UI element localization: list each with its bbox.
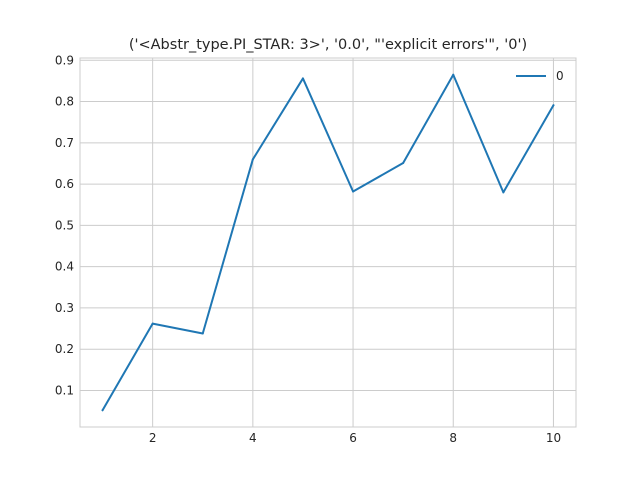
data-point [402,162,405,165]
legend: 0 [516,69,564,83]
y-tick-label: 0.6 [55,177,74,191]
data-point [101,409,104,412]
y-tick-label: 0.5 [55,218,74,232]
chart-title: ('<Abstr_type.PI_STAR: 3>', '0.0', "'exp… [129,37,527,53]
data-point [352,190,355,193]
data-point [251,158,254,161]
plot-area [80,58,576,427]
series-line [101,73,555,412]
y-tick-label: 0.3 [55,301,74,315]
x-tick-label: 4 [249,431,257,445]
y-tick-label: 0.1 [55,383,74,397]
y-tick-label: 0.2 [55,342,74,356]
x-tick-label: 6 [349,431,357,445]
data-point [502,191,505,194]
data-point [151,322,154,325]
x-tick-label: 2 [149,431,157,445]
x-tick-label: 8 [449,431,457,445]
y-tick-label: 0.4 [55,260,74,274]
data-point [301,77,304,80]
x-tick-label: 10 [546,431,561,445]
data-point [452,73,455,76]
legend-label: 0 [556,69,564,83]
y-tick-label: 0.8 [55,95,74,109]
data-point [552,104,555,107]
plot-frame [79,57,577,428]
grid [80,58,576,427]
data-point [201,332,204,335]
series-group [101,73,555,412]
y-tick-label: 0.7 [55,136,74,150]
y-tick-label: 0.9 [55,53,74,67]
y-axis-ticks: 0.1 0.2 0.3 0.4 0.5 0.6 0.7 0.8 0.9 [55,53,74,397]
x-axis-ticks: 2 4 6 8 10 [149,431,561,445]
